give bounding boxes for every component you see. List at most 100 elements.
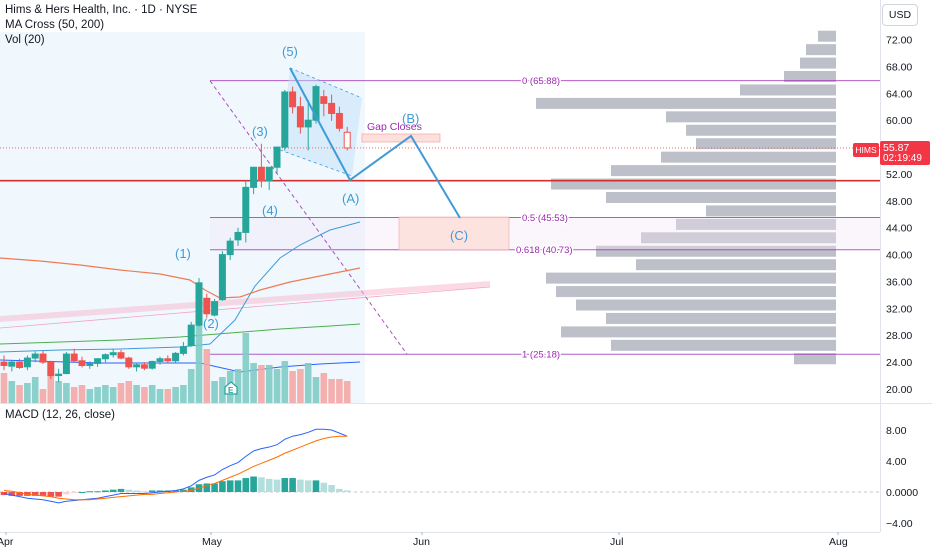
candle-body-26	[203, 297, 211, 315]
macd-hist-bar-17	[133, 490, 140, 492]
candle-body-1	[8, 361, 16, 367]
macd-hist-bar-29	[226, 480, 234, 492]
volume-bar-23	[180, 385, 187, 403]
volume-profile-bar-22	[561, 326, 836, 338]
candle-body-44	[343, 131, 351, 149]
symbol-legend[interactable]: Hims & Hers Health, Inc. · 1D · NYSE	[5, 4, 198, 16]
currency-button[interactable]: USD	[882, 4, 918, 26]
price-tick-36.00: 36.00	[886, 276, 912, 288]
macd-hist-bar-20	[156, 490, 164, 492]
volume-bar-22	[172, 387, 179, 403]
macd-hist-bar-41	[320, 482, 328, 492]
macd-line	[3, 428, 348, 504]
candle-body-23	[179, 346, 187, 354]
macd-hist-bar-9	[70, 492, 78, 493]
macd-legend[interactable]: MACD (12, 26, close)	[5, 409, 115, 421]
volume-bar-6	[47, 375, 55, 403]
volume-bar-16	[125, 381, 133, 403]
macd-hist-bar-6	[47, 492, 55, 497]
volume-profile-bar-5	[536, 97, 836, 109]
candle-body-3	[23, 357, 31, 368]
candle-body-38	[296, 106, 304, 128]
channel-band	[0, 281, 490, 322]
volume-profile-bar-3	[784, 71, 836, 83]
volume-bar-13	[102, 385, 109, 403]
wave-label-A: (A)	[342, 191, 359, 206]
ma-cross-legend[interactable]: MA Cross (50, 200)	[5, 19, 105, 31]
volume-bar-37	[289, 371, 296, 403]
candle-body-30	[234, 231, 242, 241]
wedge-bottom-line	[279, 149, 353, 177]
candle-body-19	[148, 360, 156, 369]
macd-hist-bar-31	[242, 478, 250, 492]
candle-body-13	[101, 354, 109, 360]
macd-hist-bar-24	[187, 487, 195, 492]
volume-profile-bar-17	[636, 259, 836, 271]
volume-bar-42	[328, 379, 335, 403]
macd-hist-bar-42	[328, 485, 335, 492]
volume-profile-bar-11	[551, 178, 836, 190]
candle-body-29	[226, 240, 234, 256]
candle-body-42	[328, 102, 336, 114]
price-tick-64.00: 64.00	[886, 88, 912, 100]
time-tick-Aug: Aug	[829, 536, 848, 548]
volume-profile-bar-12	[606, 191, 836, 203]
macd-hist-bar-7	[55, 492, 62, 497]
volume-profile-bar-0	[818, 30, 836, 42]
price-tick-32.00: 32.00	[886, 303, 912, 315]
macd-hist-bar-8	[63, 492, 70, 495]
gap-closes-label: Gap Closes	[367, 121, 422, 133]
volume-bar-9	[70, 387, 78, 403]
volume-profile-bar-14	[676, 218, 836, 230]
fib-label-0.618: 0.618 (40.73)	[516, 245, 573, 256]
volume-bar-40	[312, 377, 320, 403]
macd-hist-bar-22	[172, 490, 179, 492]
price-tick-60.00: 60.00	[886, 115, 912, 127]
volume-legend[interactable]: Vol (20)	[5, 34, 45, 46]
price-tick-68.00: 68.00	[886, 61, 912, 73]
last-price: 55.87	[883, 142, 910, 154]
candle-body-35	[273, 146, 281, 168]
price-tick-48.00: 48.00	[886, 196, 912, 208]
time-tick-Apr: Apr	[0, 536, 14, 548]
volume-bar-2	[16, 385, 23, 403]
candle-body-28	[218, 254, 226, 301]
volume-bar-38	[297, 369, 304, 403]
price-tick-72.00: 72.00	[886, 35, 912, 47]
volume-profile-bar-4	[740, 84, 836, 96]
candle-body-8	[62, 353, 70, 375]
volume-profile-bar-21	[606, 312, 836, 324]
volume-profile-bar-13	[706, 205, 836, 217]
price-tick-20.00: 20.00	[886, 384, 912, 396]
candle-body-17	[133, 364, 141, 368]
macd-hist-bar-15	[117, 488, 125, 492]
wave-label-3: (3)	[252, 124, 268, 139]
volume-bar-34	[265, 365, 273, 403]
macd-hist-bar-1	[8, 492, 16, 496]
wave-label-1: (1)	[175, 246, 191, 261]
volume-bar-39	[304, 363, 312, 403]
candle-body-27	[211, 301, 219, 316]
last-price-tag: 55.87 02:19:49	[880, 141, 930, 165]
macd-hist-bar-28	[219, 481, 226, 492]
price-tick-28.00: 28.00	[886, 330, 912, 342]
price-tick-52.00: 52.00	[886, 169, 912, 181]
candle-body-16	[125, 357, 133, 368]
candle-body-32	[250, 166, 258, 188]
volume-bar-20	[156, 389, 164, 403]
volume-bar-21	[164, 389, 172, 403]
volume-bar-26	[203, 349, 211, 403]
macd-hist-bar-26	[203, 483, 211, 492]
macd-hist-bar-30	[234, 480, 242, 492]
volume-profile-bar-20	[576, 299, 836, 311]
volume-bar-25	[195, 321, 203, 403]
volume-bar-1	[8, 381, 16, 403]
ma-50-line	[0, 257, 361, 299]
macd-hist-bar-19	[148, 490, 156, 492]
candle-body-5	[39, 353, 47, 363]
wave-label-2: (2)	[203, 316, 219, 331]
macd-hist-bar-43	[336, 488, 343, 492]
macd-hist-bar-32	[250, 476, 257, 492]
candle-body-25	[195, 282, 203, 326]
